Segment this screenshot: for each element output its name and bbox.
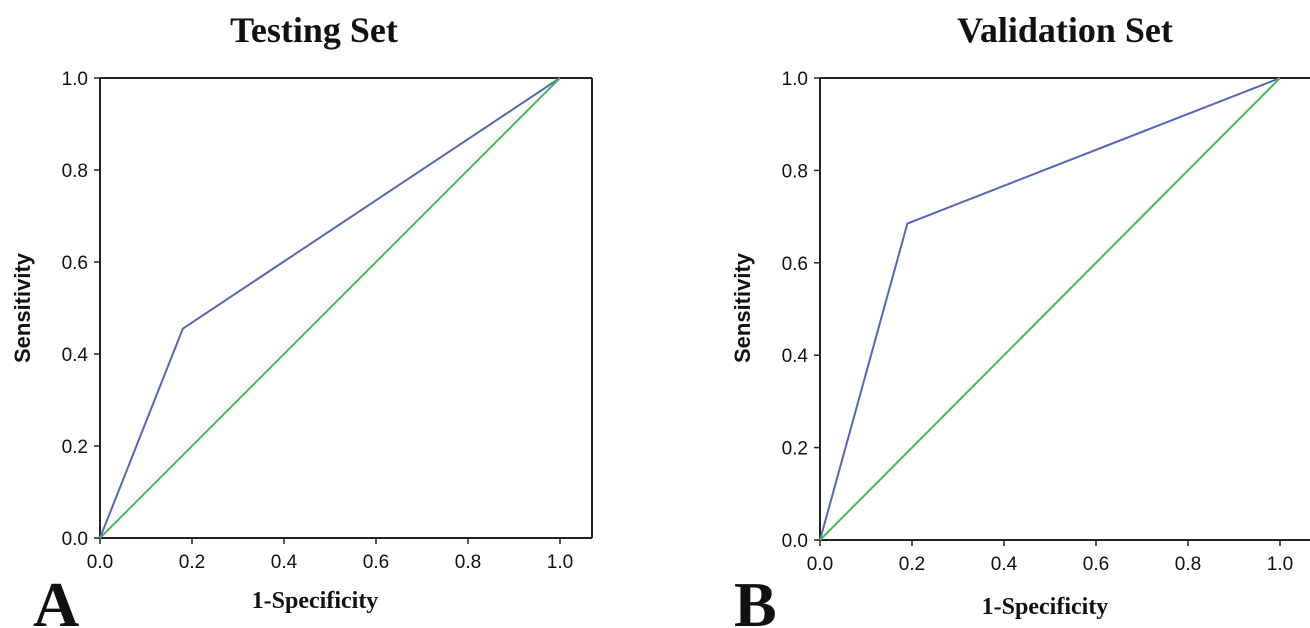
x-tick-label-a: 0.4 [271,552,298,573]
y-tick-label-b: 0.0 [782,531,808,552]
x-tick-label-b: 1.0 [1267,554,1293,575]
x-tick-label-b: 0.8 [1175,554,1201,575]
y-axis-label-a: Sensitivity [10,252,35,363]
y-tick-label-b: 0.6 [782,254,808,275]
panel-b: Validation Set Sensitivity 1-Specificity… [730,10,1310,628]
x-axis-label-a: 1-Specificity [252,588,379,614]
y-tick-label-b: 1.0 [782,69,808,90]
x-tick-label-b: 0.4 [991,554,1018,575]
roc-curve-a [99,77,561,539]
y-tick-label-a: 0.6 [62,253,88,274]
x-tick-label-b: 0.6 [1083,554,1109,575]
y-tick-label-b: 0.8 [782,161,808,182]
y-tick-label-a: 0.2 [62,437,88,458]
x-tick-label-a: 0.8 [455,552,481,573]
y-tick-label-a: 0.0 [62,529,88,550]
chart-title-a: Testing Set [230,10,398,50]
y-tick-label-a: 1.0 [62,69,88,90]
ticks-b: 0.0 0.2 0.4 0.6 0.8 1.0 0.0 0.2 0.4 0.6 0.8 1.0 [782,69,1294,575]
y-tick-label-b: 0.4 [782,346,809,367]
x-axis-label-b: 1-Specificity [982,594,1109,620]
roc-curve-b [819,77,1281,541]
reference-line-a [99,77,561,539]
y-tick-label-a: 0.8 [62,161,88,182]
series-a [99,77,561,539]
chart-title-b: Validation Set [957,10,1173,50]
ticks-a: 0.0 0.2 0.4 0.6 0.8 1.0 0.0 0.2 0.4 0.6 0.8 1.0 [62,69,574,573]
reference-line-b [819,77,1281,541]
panel-a: Testing Set Sensitivity 1-Specificity A … [10,10,593,628]
x-tick-label-a: 0.0 [87,552,113,573]
x-tick-label-a: 0.2 [179,552,205,573]
y-tick-label-b: 0.2 [782,439,808,460]
x-tick-label-a: 0.6 [363,552,389,573]
panel-label-b: B [734,569,777,628]
panel-label-a: A [33,569,79,628]
series-b [819,77,1281,541]
x-tick-label-b: 0.0 [807,554,833,575]
y-tick-label-a: 0.4 [62,345,89,366]
y-axis-label-b: Sensitivity [730,252,755,363]
x-tick-label-b: 0.2 [899,554,925,575]
x-tick-label-a: 1.0 [547,552,573,573]
